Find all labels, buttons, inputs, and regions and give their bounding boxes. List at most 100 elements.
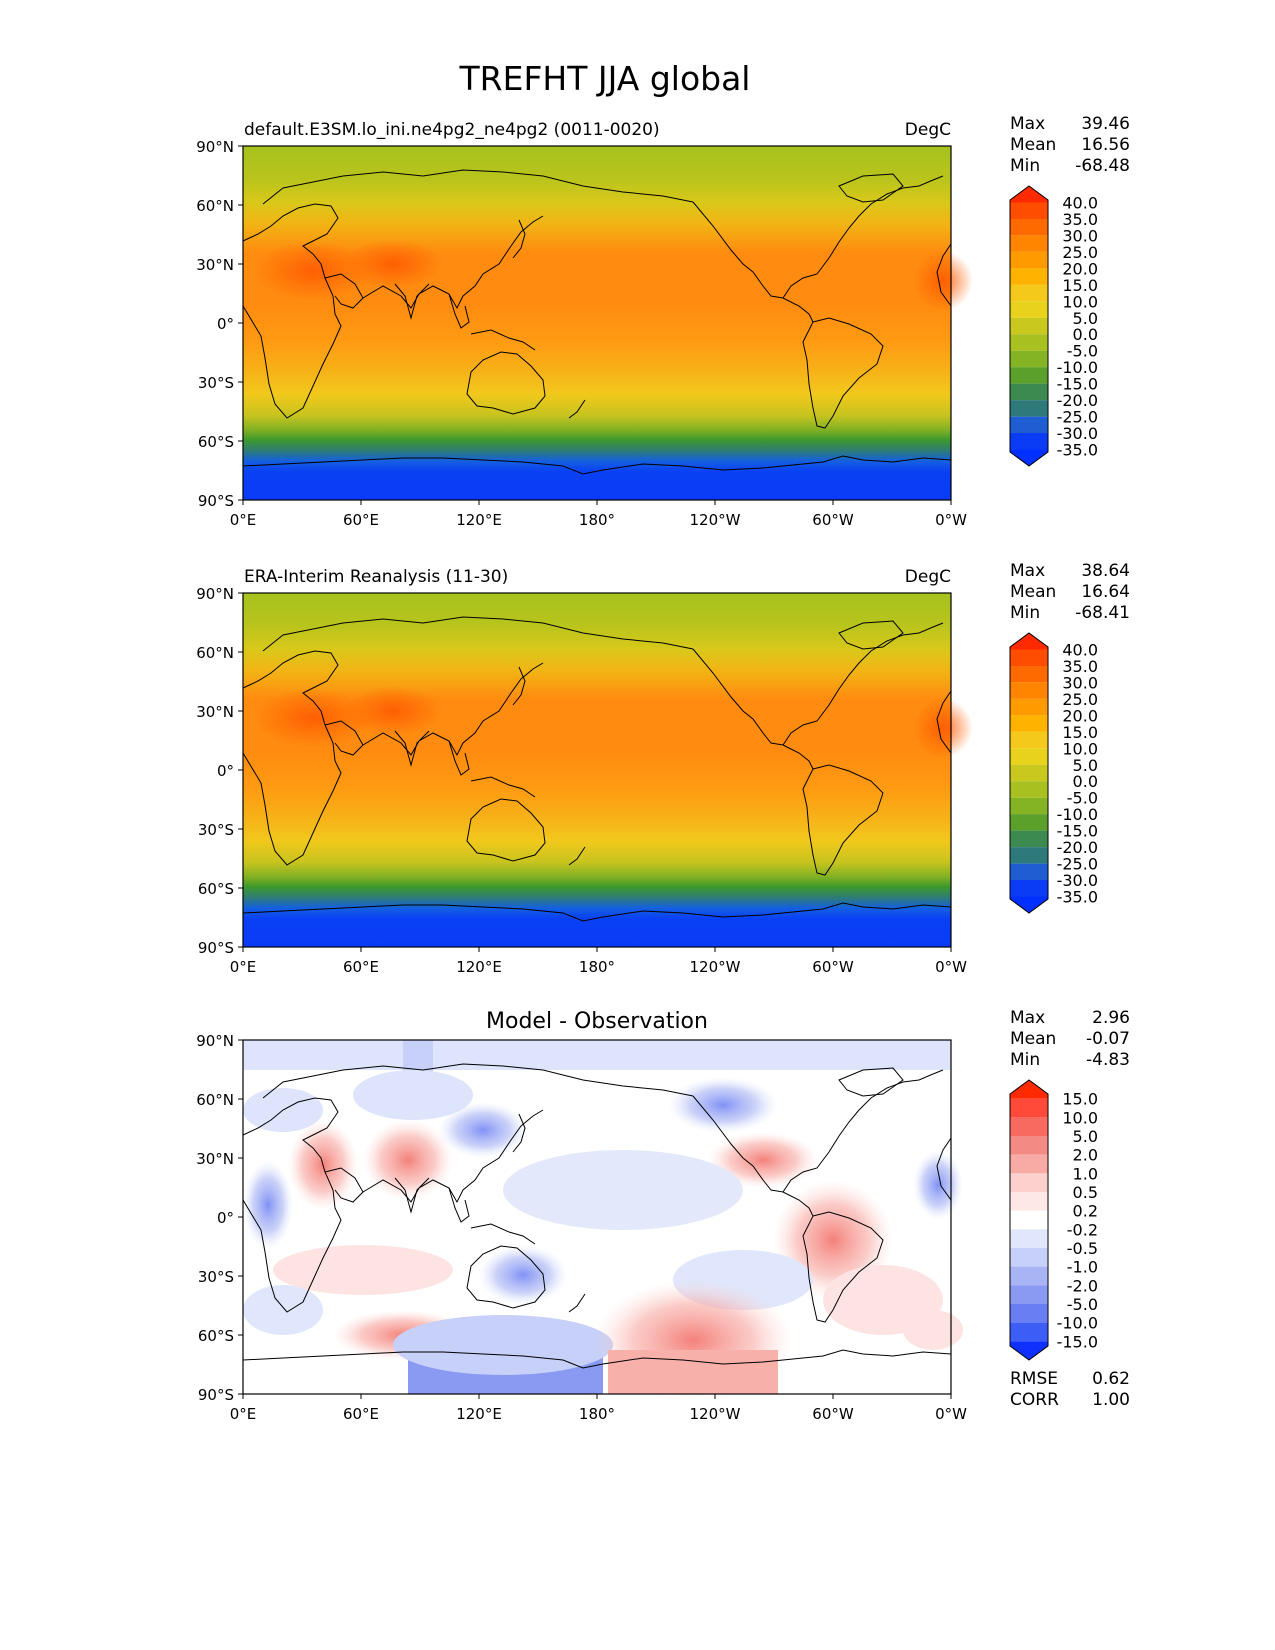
colorbar-segment bbox=[1010, 251, 1048, 269]
colorbar-tick-label: 10.0 bbox=[1062, 292, 1098, 311]
lat-tick-label: 30°S bbox=[198, 821, 234, 839]
panel-units: DegC bbox=[905, 567, 951, 587]
colorbar-segment bbox=[1010, 698, 1048, 716]
lat-tick-label: 60°S bbox=[198, 1327, 234, 1345]
panel-obs: 90°N 60°N 30°N 0° 30°S 60°S 90°S0°E 60°E 120°E 18… bbox=[196, 561, 1130, 976]
colorbar-diff: 15.010.05.02.01.00.50.2-0.2-0.5-1.0-2.0-… bbox=[1009, 1079, 1098, 1361]
lat-tick-label: 30°S bbox=[198, 374, 234, 392]
colorbar-tick-label: 5.0 bbox=[1073, 1127, 1098, 1146]
colorbar-tick-label: 10.0 bbox=[1062, 739, 1098, 758]
lat-tick-label: 0° bbox=[217, 1209, 234, 1227]
lat-tick-label: 0° bbox=[217, 315, 234, 333]
colorbar-segment bbox=[1010, 284, 1048, 302]
colorbar-tick-label: -35.0 bbox=[1057, 441, 1098, 460]
hot-region-middle-east bbox=[343, 239, 443, 289]
lat-tick-label: 30°S bbox=[198, 1268, 234, 1286]
colorbar-segment bbox=[1010, 814, 1048, 831]
colorbar-tick-label: 0.0 bbox=[1073, 325, 1098, 344]
colorbar-segment bbox=[1010, 764, 1048, 782]
colorbar-tick-label: -5.0 bbox=[1067, 789, 1098, 808]
panel-diff: 90°N 60°N 30°N 0° 30°S 60°S 90°S0°E 60°E 120°E 18… bbox=[196, 1008, 1130, 1423]
lat-tick-label: 60°N bbox=[196, 197, 234, 215]
colorbar-tick-label: -10.0 bbox=[1057, 358, 1098, 377]
lat-tick-label: 90°S bbox=[198, 939, 234, 957]
stat-label-min: Min bbox=[1010, 156, 1040, 176]
lat-tick-label: 60°N bbox=[196, 644, 234, 662]
lon-tick-label: 120°W bbox=[690, 958, 741, 976]
colorbar-segment bbox=[1010, 1285, 1048, 1304]
colorbar-segment bbox=[1010, 202, 1048, 219]
colorbar-segment bbox=[1010, 317, 1048, 335]
colorbar-tick-label: 1.0 bbox=[1073, 1164, 1098, 1183]
colorbar-tick-label: 35.0 bbox=[1062, 210, 1098, 229]
lat-tick-label: 90°N bbox=[196, 585, 234, 603]
colorbar-tick-label: -15.0 bbox=[1057, 375, 1098, 394]
colorbar-tick-label: 40.0 bbox=[1062, 640, 1098, 659]
hot-region-sahara bbox=[253, 688, 373, 748]
lat-tick-label: 90°N bbox=[196, 1032, 234, 1050]
map-model bbox=[242, 145, 973, 501]
colorbar-segment bbox=[1010, 334, 1048, 351]
stat-label-mean: Mean bbox=[1010, 1029, 1056, 1049]
colorbar-tick-label: -5.0 bbox=[1067, 1295, 1098, 1314]
stat-value-mean: 16.64 bbox=[1081, 582, 1130, 602]
colorbar-segment bbox=[1010, 1266, 1048, 1286]
colorbar-segment bbox=[1010, 400, 1048, 417]
colorbar-segment bbox=[1010, 218, 1048, 236]
colorbar-segment bbox=[1010, 896, 1048, 913]
colorbar-tick-label: 20.0 bbox=[1062, 706, 1098, 725]
colorbar-tick-label: -5.0 bbox=[1067, 342, 1098, 361]
lon-tick-label: 120°E bbox=[456, 1405, 502, 1423]
lon-tick-label: 120°E bbox=[456, 511, 502, 529]
colorbar-tick-label: 15.0 bbox=[1062, 276, 1098, 295]
difference-field bbox=[243, 1040, 963, 1400]
stat-label-mean: Mean bbox=[1010, 135, 1056, 155]
colorbar-segment bbox=[1010, 1322, 1048, 1342]
lon-tick-label: 120°W bbox=[690, 511, 741, 529]
lat-tick-label: 30°N bbox=[196, 1150, 234, 1168]
figure-title: TREFHT JJA global bbox=[459, 59, 751, 98]
colorbar-segment bbox=[1010, 830, 1048, 848]
colorbar-tick-label: -2.0 bbox=[1067, 1276, 1098, 1295]
colorbar-obs: 40.035.030.025.020.015.010.05.00.0-5.0-1… bbox=[1009, 632, 1098, 914]
lon-tick-label: 120°E bbox=[456, 958, 502, 976]
colorbar-tick-label: -10.0 bbox=[1057, 1314, 1098, 1333]
stat-value-min: -4.83 bbox=[1086, 1050, 1130, 1070]
colorbar-tick-label: 25.0 bbox=[1062, 690, 1098, 709]
lat-tick-label: 60°N bbox=[196, 1091, 234, 1109]
stat-value-max: 39.46 bbox=[1081, 114, 1130, 134]
lon-tick-label: 0°W bbox=[935, 1405, 967, 1423]
colorbar-tick-label: 10.0 bbox=[1062, 1108, 1098, 1127]
colorbar-tick-label: -10.0 bbox=[1057, 805, 1098, 824]
colorbar-tick-label: 2.0 bbox=[1073, 1146, 1098, 1165]
colorbar-segment bbox=[1010, 715, 1048, 732]
stat-value-rmse: 0.62 bbox=[1092, 1369, 1130, 1389]
colorbar-tick-label: 15.0 bbox=[1062, 723, 1098, 742]
colorbar-tick-label: -30.0 bbox=[1057, 871, 1098, 890]
colorbar-segment bbox=[1010, 797, 1048, 815]
colorbar-segment bbox=[1010, 235, 1048, 252]
panel-units: DegC bbox=[905, 120, 951, 140]
colorbar-tick-label: 35.0 bbox=[1062, 657, 1098, 676]
lon-tick-label: 60°E bbox=[343, 511, 379, 529]
colorbar-outline bbox=[1009, 1079, 1049, 1361]
stat-value-mean: -0.07 bbox=[1086, 1029, 1130, 1049]
panel-title: ERA-Interim Reanalysis (11-30) bbox=[244, 567, 508, 587]
colorbar-segment bbox=[1010, 301, 1048, 318]
colorbar-segment bbox=[1010, 748, 1048, 765]
panel-title: Model - Observation bbox=[486, 1009, 708, 1034]
lat-tick-label: 0° bbox=[217, 762, 234, 780]
stat-label-max: Max bbox=[1010, 114, 1045, 134]
colorbar-segment bbox=[1010, 682, 1048, 699]
colorbar-segment bbox=[1010, 433, 1048, 450]
colorbar-segment bbox=[1010, 1210, 1048, 1230]
colorbar-tick-label: 40.0 bbox=[1062, 193, 1098, 212]
lon-tick-label: 0°E bbox=[230, 958, 257, 976]
colorbar-tick-label: -25.0 bbox=[1057, 855, 1098, 874]
lon-tick-label: 180° bbox=[579, 1405, 615, 1423]
lon-tick-label: 120°W bbox=[690, 1405, 741, 1423]
colorbar-tick-label: 5.0 bbox=[1073, 309, 1098, 328]
stat-label-corr: CORR bbox=[1010, 1390, 1059, 1410]
stat-label-rmse: RMSE bbox=[1010, 1369, 1058, 1389]
